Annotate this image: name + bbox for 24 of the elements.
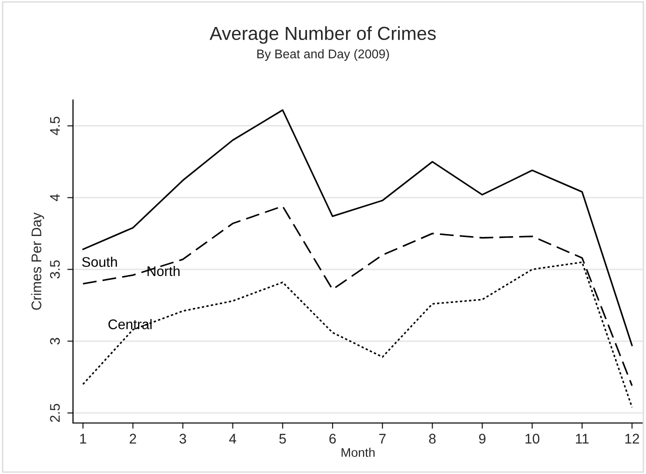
y-tick-label: 3 bbox=[50, 338, 60, 345]
x-tick-label: 7 bbox=[379, 434, 386, 444]
series-label: South bbox=[82, 256, 117, 267]
x-tick-label: 4 bbox=[229, 434, 236, 444]
y-axis-title: Crimes Per Day bbox=[31, 212, 44, 310]
x-tick-label: 5 bbox=[279, 434, 286, 444]
x-tick-label: 11 bbox=[576, 434, 589, 444]
x-tick-label: 6 bbox=[329, 434, 336, 444]
y-tick-label: 4.5 bbox=[50, 116, 60, 136]
x-tick-label: 8 bbox=[429, 434, 436, 444]
x-tick-label: 12 bbox=[625, 434, 640, 444]
x-axis-title: Month bbox=[342, 448, 375, 457]
chart-title: Average Number of Crimes bbox=[210, 26, 436, 44]
y-tick-label: 4 bbox=[50, 194, 60, 202]
y-tick-label: 3.5 bbox=[50, 260, 60, 279]
x-tick-label: 10 bbox=[526, 434, 540, 444]
x-tick-label: 2 bbox=[130, 434, 136, 444]
line-series bbox=[82, 109, 633, 346]
x-tick-label: 1 bbox=[80, 434, 86, 444]
series-label: North bbox=[148, 266, 180, 276]
x-tick-label: 3 bbox=[179, 434, 186, 444]
x-tick-label: 9 bbox=[479, 434, 486, 444]
chart-subtitle: By Beat and Day (2009) bbox=[257, 49, 389, 61]
y-tick-label: 2.5 bbox=[50, 404, 60, 422]
